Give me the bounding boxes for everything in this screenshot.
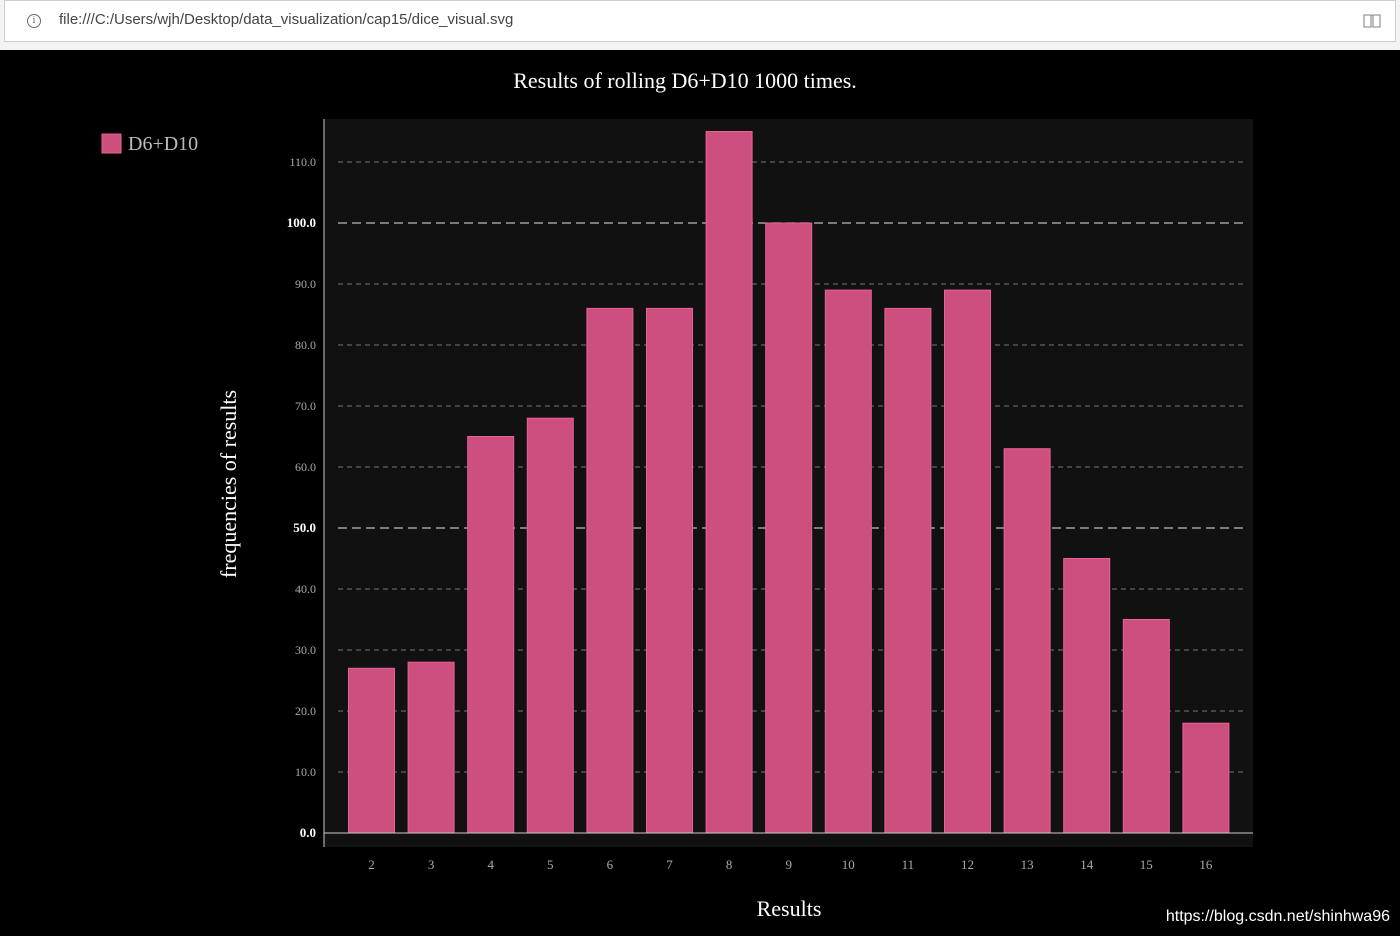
bar[interactable] [944, 289, 991, 834]
x-tick-label: 5 [547, 857, 554, 872]
y-tick-label: 100.0 [287, 215, 316, 230]
info-icon[interactable]: i [27, 14, 41, 28]
bars [348, 131, 1230, 834]
x-tick-label: 13 [1021, 857, 1034, 872]
y-tick-label: 10.0 [295, 765, 316, 779]
y-tick-label: 30.0 [295, 643, 316, 657]
bar[interactable] [1122, 619, 1170, 834]
y-tick-label: 80.0 [295, 338, 316, 352]
y-axis-label: frequencies of results [216, 390, 241, 578]
bar[interactable] [705, 131, 753, 834]
y-tick-label: 20.0 [295, 704, 316, 718]
bar-chart: 0.0 10.0 20.0 30.0 40.0 50.0 60.0 70.0 80.0 90.0 1… [101, 68, 1253, 921]
bar[interactable] [526, 417, 574, 834]
x-tick-label: 3 [428, 857, 435, 872]
x-axis-label: Results [757, 896, 822, 921]
url-text[interactable]: file:///C:/Users/wjh/Desktop/data_visual… [59, 11, 514, 28]
y-tick-label: 70.0 [295, 399, 316, 413]
legend-swatch[interactable] [101, 133, 122, 154]
y-tick-label: 110.0 [289, 155, 316, 169]
legend[interactable]: D6+D10 [101, 133, 198, 155]
x-tick-label: 10 [842, 857, 855, 872]
bar[interactable] [824, 289, 872, 834]
x-tick-label: 16 [1199, 857, 1213, 872]
chart-title: Results of rolling D6+D10 1000 times. [513, 68, 857, 93]
address-bar: i file:///C:/Users/wjh/Desktop/data_visu… [0, 0, 1400, 50]
x-tick-label: 11 [902, 857, 915, 872]
x-tick-label: 12 [961, 857, 974, 872]
x-tick-label: 7 [666, 857, 673, 872]
bar[interactable] [467, 436, 515, 834]
y-tick-label: 90.0 [295, 277, 316, 291]
x-tick-label: 2 [368, 857, 375, 872]
y-tick-label: 50.0 [293, 520, 316, 535]
bar[interactable] [765, 222, 813, 834]
bar[interactable] [646, 307, 693, 834]
x-tick-label: 14 [1080, 857, 1094, 872]
bar[interactable] [348, 667, 395, 834]
y-tick-label: 40.0 [295, 582, 316, 596]
y-tick-label: 0.0 [300, 825, 316, 840]
x-tick-labels: 2 3 4 5 6 7 8 9 10 11 12 13 14 15 16 [368, 857, 1213, 872]
x-tick-label: 8 [726, 857, 733, 872]
bar[interactable] [586, 307, 634, 834]
y-tick-labels: 0.0 10.0 20.0 30.0 40.0 50.0 60.0 70.0 80.0 90.0 1… [287, 155, 316, 840]
x-tick-label: 9 [785, 857, 792, 872]
bar[interactable] [884, 307, 932, 834]
reading-view-icon[interactable] [1363, 13, 1381, 29]
x-tick-label: 4 [487, 857, 494, 872]
bar[interactable] [407, 661, 455, 834]
y-tick-label: 60.0 [295, 460, 316, 474]
x-tick-label: 6 [607, 857, 614, 872]
bar[interactable] [1063, 558, 1111, 834]
bar[interactable] [1003, 448, 1051, 834]
watermark: https://blog.csdn.net/shinhwa96 [1165, 908, 1390, 925]
bar[interactable] [1182, 722, 1230, 834]
url-field[interactable]: i file:///C:/Users/wjh/Desktop/data_visu… [4, 0, 1396, 42]
legend-label[interactable]: D6+D10 [128, 133, 198, 155]
x-tick-label: 15 [1140, 857, 1153, 872]
